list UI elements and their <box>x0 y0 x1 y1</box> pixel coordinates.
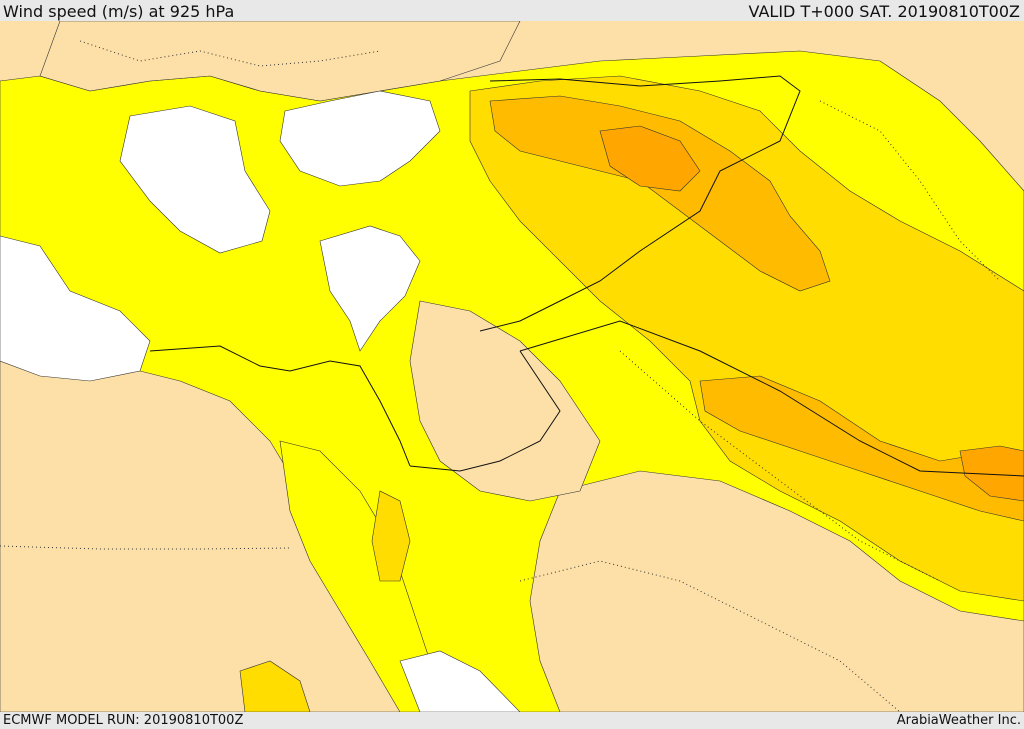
header-bar: Wind speed (m/s) at 925 hPa VALID T+000 … <box>0 0 1024 21</box>
map-canvas <box>0 21 1024 712</box>
fresh-wind-patch-sinai <box>371 490 411 582</box>
strong-wind-region-east <box>699 375 1024 522</box>
moderate-wind-region-redsea <box>279 440 461 712</box>
boundary-jordan-saudi <box>409 350 561 472</box>
very-strong-wind-core-east <box>959 445 1024 502</box>
wind-speed-map[interactable] <box>0 21 1024 712</box>
fresh-wind-patch-nile <box>239 660 311 712</box>
boundary-iraq-saudi <box>519 320 1024 477</box>
calm-region-east-med <box>0 235 151 382</box>
boundary-syria-iraq <box>479 75 801 332</box>
map-title: Wind speed (m/s) at 925 hPa <box>3 2 235 21</box>
calm-region-levant-coast <box>319 225 421 352</box>
strong-wind-region-north <box>489 95 831 292</box>
footer-bar: ECMWF MODEL RUN: 20190810T00Z ArabiaWeat… <box>0 712 1024 729</box>
boundary-dotted-5 <box>519 560 901 712</box>
calm-region-red-sea <box>399 650 521 712</box>
low-wind-region-sinai <box>409 300 601 502</box>
boundary-dotted-4 <box>819 100 1001 282</box>
boundary-egypt <box>149 345 411 467</box>
credit: ArabiaWeather Inc. <box>896 713 1021 728</box>
calm-region-black-sea <box>279 90 441 187</box>
valid-time: VALID T+000 SAT. 20190810T00Z <box>748 2 1020 21</box>
calm-region-aegean <box>119 105 271 254</box>
low-wind-region-turkey <box>39 21 521 102</box>
very-strong-wind-core <box>599 125 701 192</box>
model-run: ECMWF MODEL RUN: 20190810T00Z <box>3 713 244 728</box>
boundary-dotted-1 <box>79 40 381 67</box>
low-wind-region-arabia <box>529 470 1024 712</box>
boundary-dotted-3 <box>619 350 941 582</box>
